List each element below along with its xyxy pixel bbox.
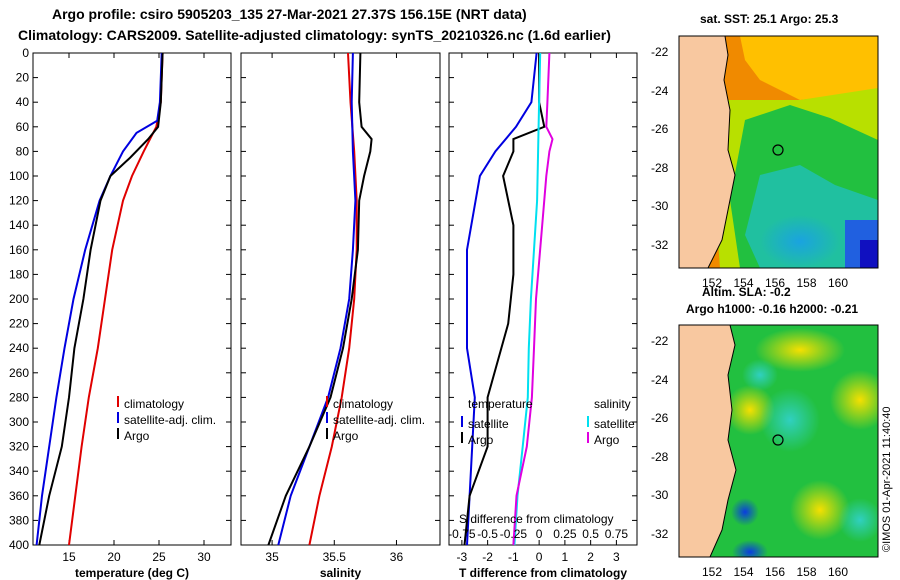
difference-xlabel: T difference from climatology bbox=[459, 566, 627, 580]
difference-xtick-label: -1 bbox=[508, 550, 519, 564]
difference-xtick-label: 3 bbox=[613, 550, 620, 564]
diff-s-tick-label: 0.75 bbox=[605, 527, 629, 541]
depth-tick-label: 360 bbox=[9, 489, 29, 503]
temperature-xtick-label: 30 bbox=[197, 550, 211, 564]
depth-tick-label: 260 bbox=[9, 366, 29, 380]
sla-lat-tick: -24 bbox=[651, 372, 669, 387]
difference-xtick-label: 1 bbox=[562, 550, 569, 564]
diff-legend-temperature-title: temperature bbox=[468, 397, 533, 411]
temperature-series-climatology bbox=[68, 52, 164, 546]
depth-tick-label: 80 bbox=[16, 144, 30, 158]
salinity-frame bbox=[240, 52, 441, 546]
depth-tick-label: 20 bbox=[16, 71, 30, 85]
diff-s-tick-label: -0.75 bbox=[448, 527, 476, 541]
temperature-series-satellite-adj-clim- bbox=[35, 52, 163, 546]
salinity-xtick-label: 35.5 bbox=[323, 550, 347, 564]
diff-legend-temperature-label: satellite bbox=[468, 417, 509, 431]
temperature-legend-label: Argo bbox=[124, 429, 150, 443]
diff-s-tick-label: 0.25 bbox=[553, 527, 577, 541]
diff-s-axis-label: S difference from climatology bbox=[459, 512, 614, 526]
salinity-xtick-label: 36 bbox=[390, 550, 404, 564]
diff-s-tick-label: 0 bbox=[536, 527, 543, 541]
depth-tick-label: 140 bbox=[9, 218, 29, 232]
diff-s-tick-label: -0.5 bbox=[477, 527, 498, 541]
sla-lon-tick: 154 bbox=[733, 565, 754, 579]
temperature-xtick-label: 25 bbox=[152, 550, 166, 564]
difference-series-salinity-argo bbox=[512, 52, 554, 546]
depth-tick-label: 320 bbox=[9, 440, 29, 454]
profile-title: Argo profile: csiro 5905203_135 27-Mar-2… bbox=[52, 6, 527, 22]
depth-tick-label: 60 bbox=[16, 120, 30, 134]
depth-tick-label: 40 bbox=[16, 95, 30, 109]
sst-lon-tick: 160 bbox=[827, 276, 849, 290]
sst-lat-tick: -22 bbox=[651, 45, 669, 59]
sst-lon-tick: 158 bbox=[796, 276, 817, 290]
difference-xtick-label: -2 bbox=[482, 550, 493, 564]
difference-xtick-label: 2 bbox=[587, 550, 594, 564]
diff-legend-salinity-label: satellite bbox=[594, 417, 635, 431]
sst-map-title: sat. SST: 25.1 Argo: 25.3 bbox=[700, 12, 839, 26]
copyright-footer: ©IMOS 01-Apr-2021 11:40:40 bbox=[881, 406, 893, 552]
depth-tick-label: 300 bbox=[9, 415, 29, 429]
depth-tick-label: 0 bbox=[22, 46, 29, 60]
temperature-frame bbox=[32, 52, 232, 546]
depth-tick-label: 200 bbox=[9, 292, 29, 306]
diff-legend-temperature-label: Argo bbox=[468, 433, 494, 447]
difference-xtick-label: -3 bbox=[457, 550, 468, 564]
salinity-xlabel: salinity bbox=[320, 566, 362, 580]
sla-lat-tick: -30 bbox=[651, 488, 669, 502]
diff-legend-salinity-label: Argo bbox=[594, 433, 620, 447]
sla-lon-tick: 152 bbox=[701, 565, 723, 579]
sst-lat-tick: -28 bbox=[651, 160, 669, 175]
difference-series-temperature-argo bbox=[463, 53, 546, 546]
salinity-legend-label: Argo bbox=[333, 429, 359, 443]
sla-lat-tick: -32 bbox=[651, 526, 669, 541]
sst-lon-tick: 152 bbox=[701, 276, 723, 290]
temperature-xtick-label: 20 bbox=[107, 550, 121, 564]
diff-legend-salinity-title: salinity bbox=[594, 397, 631, 411]
difference-series-temperature-satellite bbox=[466, 52, 538, 546]
temperature-legend-label: satellite-adj. clim. bbox=[124, 413, 216, 427]
sst-lat-tick: -32 bbox=[651, 237, 669, 252]
depth-tick-label: 400 bbox=[9, 538, 29, 552]
sla-argo-heights: Argo h1000: -0.16 h2000: -0.21 bbox=[686, 302, 859, 316]
sst-lon-tick: 156 bbox=[764, 276, 786, 290]
sla-lat-tick: -28 bbox=[651, 449, 669, 464]
sla-lat-tick: -22 bbox=[651, 334, 669, 348]
salinity-xtick-label: 35 bbox=[265, 550, 279, 564]
sst-lon-tick: 154 bbox=[733, 276, 754, 290]
temperature-xlabel: temperature (deg C) bbox=[75, 566, 189, 580]
depth-tick-label: 160 bbox=[9, 243, 29, 257]
depth-tick-label: 340 bbox=[9, 464, 29, 478]
sla-lon-tick: 160 bbox=[827, 565, 849, 579]
sla-lon-tick: 158 bbox=[796, 565, 817, 579]
temperature-series-argo bbox=[38, 52, 164, 546]
depth-tick-label: 380 bbox=[9, 513, 29, 527]
sst-lat-tick: -30 bbox=[651, 199, 669, 213]
salinity-series-argo bbox=[267, 52, 373, 546]
sla-lon-tick: 156 bbox=[764, 565, 786, 579]
depth-tick-label: 100 bbox=[9, 169, 29, 183]
difference-series-salinity-satellite bbox=[513, 52, 542, 546]
diff-s-tick-label: 0.5 bbox=[582, 527, 599, 541]
depth-tick-label: 240 bbox=[9, 341, 29, 355]
salinity-legend-label: satellite-adj. clim. bbox=[333, 413, 425, 427]
sla-lat-tick: -26 bbox=[651, 411, 669, 425]
sst-lat-tick: -24 bbox=[651, 83, 669, 98]
depth-tick-label: 280 bbox=[9, 390, 29, 404]
difference-xtick-label: 0 bbox=[536, 550, 543, 564]
depth-tick-label: 180 bbox=[9, 267, 29, 281]
salinity-series-satellite-adj-clim- bbox=[277, 52, 357, 546]
sst-lat-tick: -26 bbox=[651, 122, 669, 136]
depth-tick-label: 120 bbox=[9, 194, 29, 208]
climatology-title: Climatology: CARS2009. Satellite-adjuste… bbox=[18, 27, 611, 43]
temperature-xtick-label: 15 bbox=[62, 550, 76, 564]
depth-tick-label: 220 bbox=[9, 317, 29, 331]
salinity-legend-label: climatology bbox=[333, 397, 393, 411]
temperature-legend-label: climatology bbox=[124, 397, 184, 411]
sla-map-title: Altim. SLA: -0.2 bbox=[702, 285, 791, 299]
diff-s-tick-label: -0.25 bbox=[500, 527, 528, 541]
